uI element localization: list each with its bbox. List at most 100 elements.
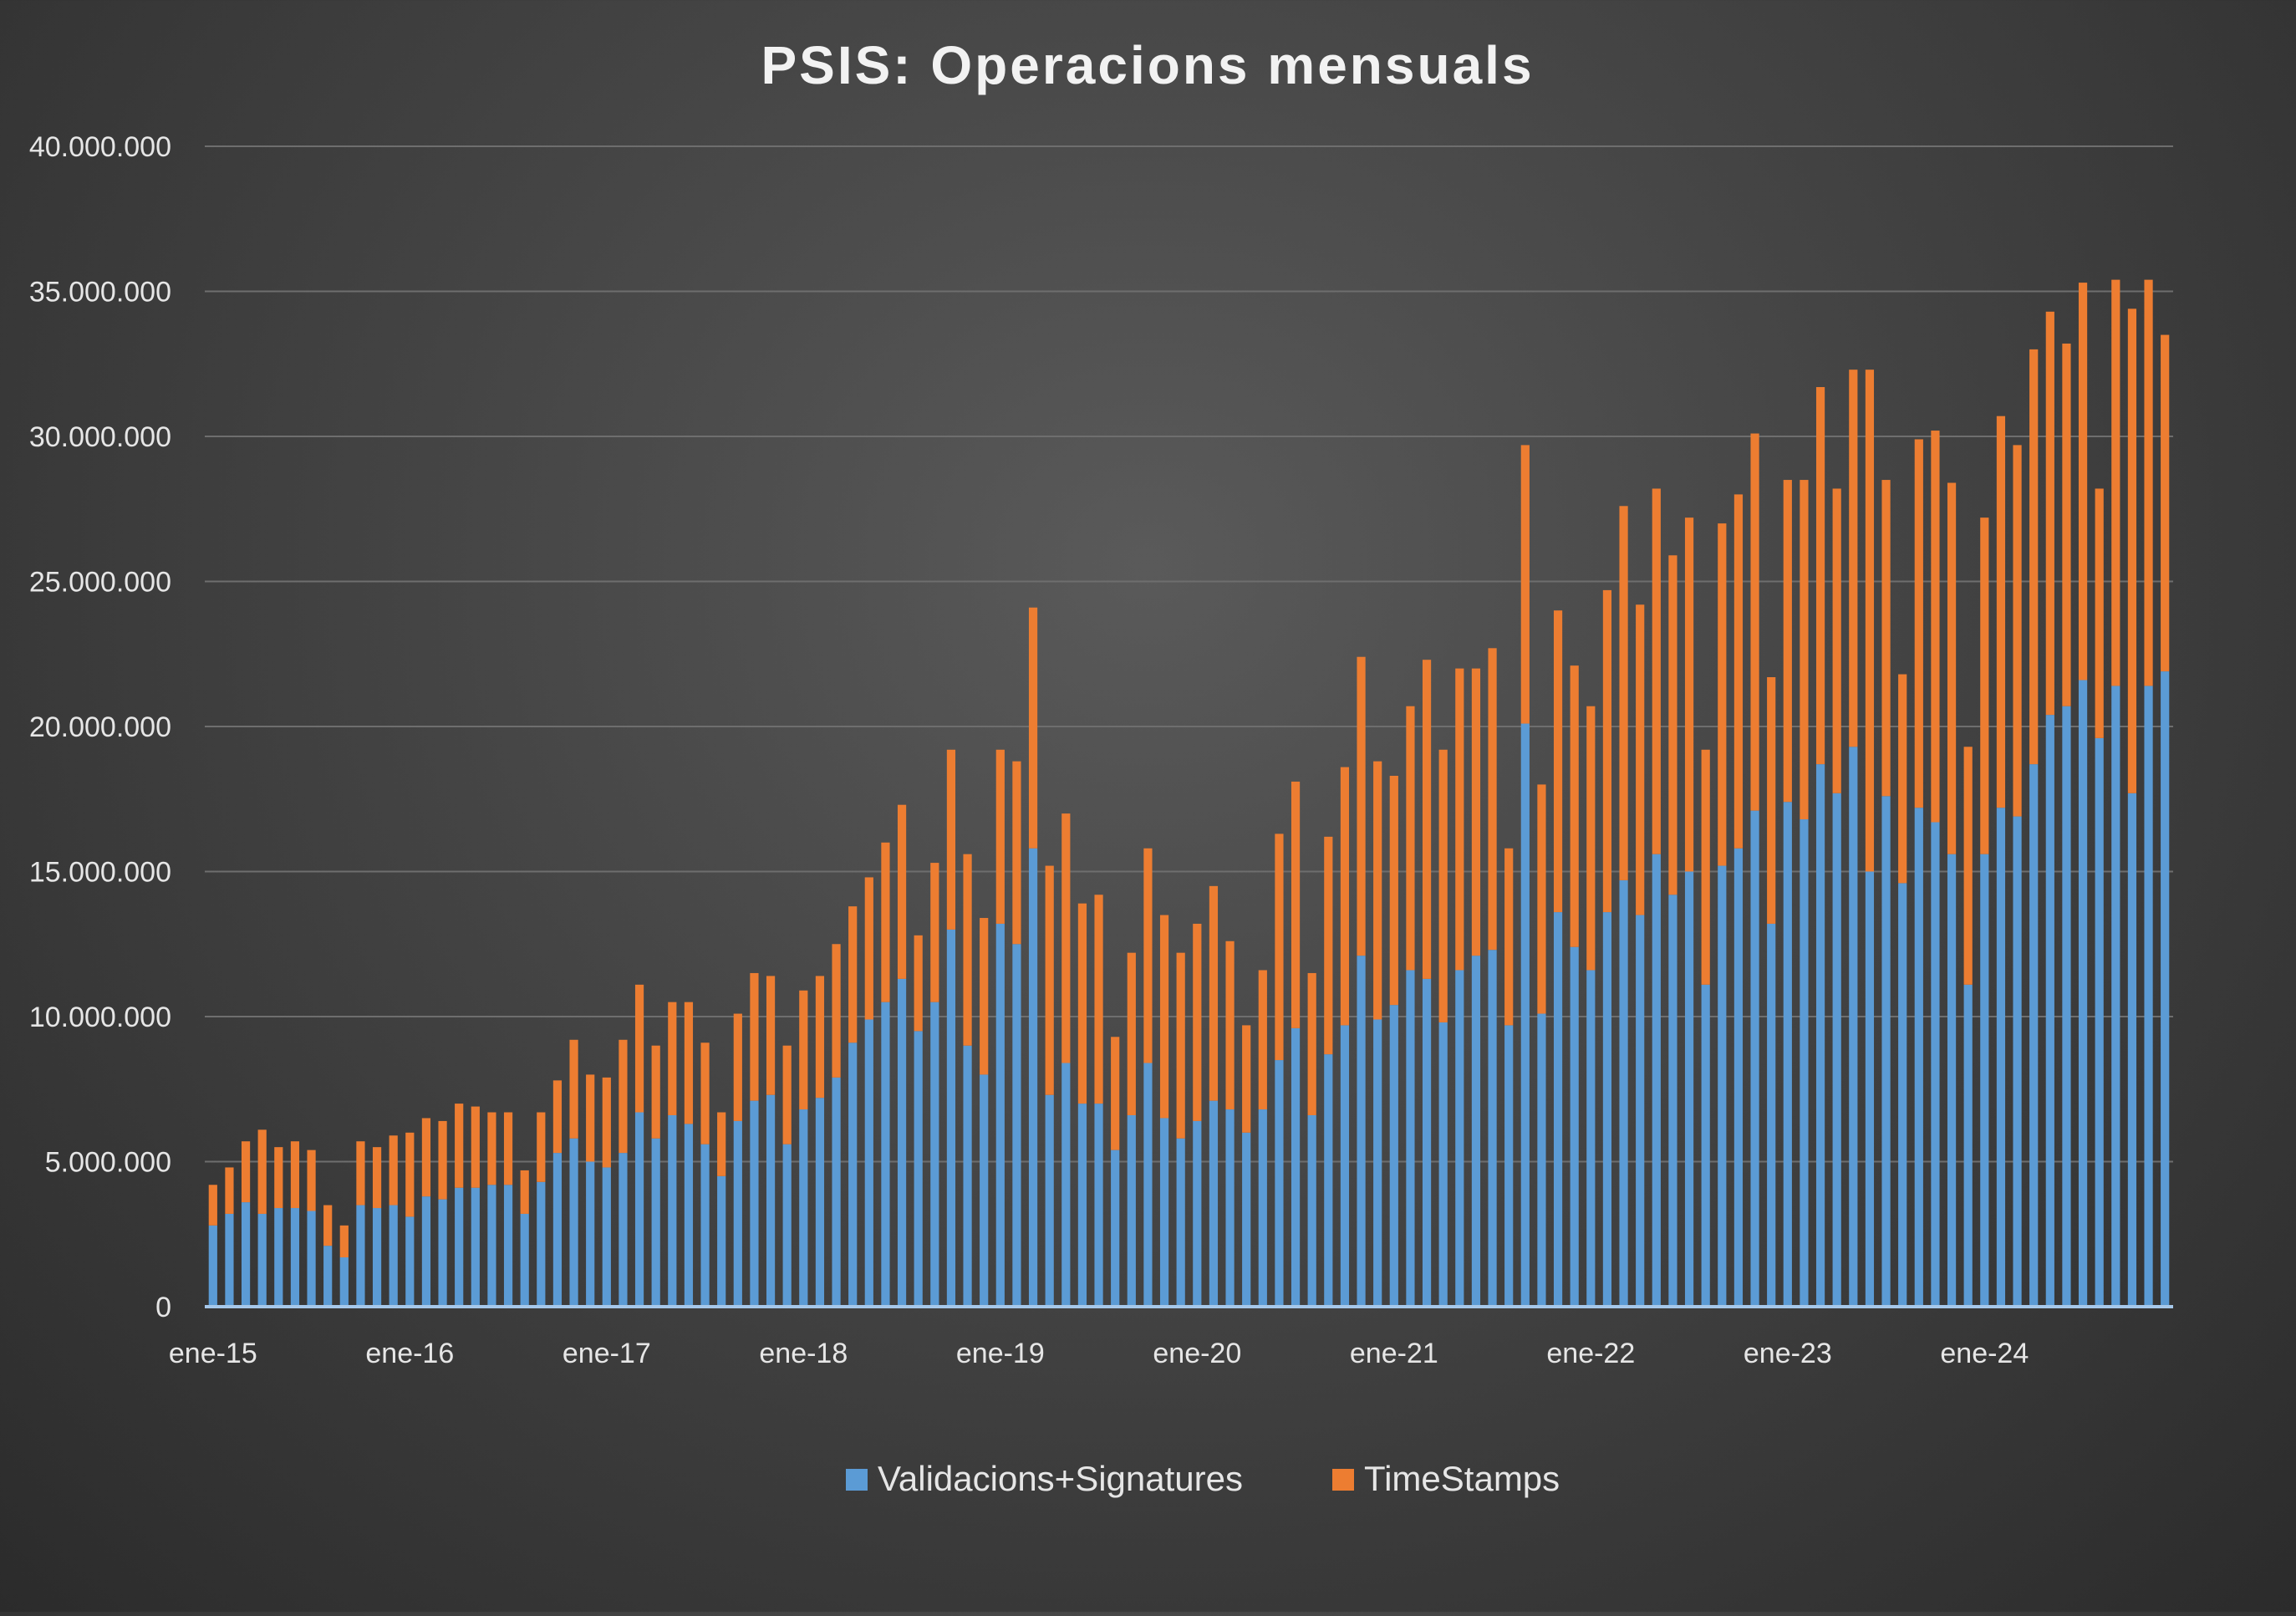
legend-item-validacions: Validacions+Signatures (846, 1459, 1243, 1498)
bar-validacions (864, 1019, 873, 1307)
bar-timestamps (241, 1141, 251, 1203)
bar-timestamps (1324, 836, 1333, 1055)
bar-timestamps (1488, 648, 1497, 951)
bar-validacions (1012, 944, 1021, 1307)
bar-timestamps (651, 1045, 660, 1139)
bar-timestamps (1422, 660, 1432, 979)
bar-timestamps (1865, 370, 1875, 872)
bar-validacions (2045, 715, 2054, 1307)
bar-validacions (750, 1100, 759, 1307)
bar-validacions (307, 1211, 316, 1307)
x-tick-label: ene-23 (1744, 1338, 1832, 1369)
bar-timestamps (487, 1112, 496, 1185)
bar-validacions (733, 1120, 742, 1307)
x-tick-label: ene-15 (169, 1338, 257, 1369)
bar-timestamps (1357, 656, 1366, 956)
bar-validacions (1357, 956, 1366, 1307)
bar-timestamps (1143, 848, 1153, 1063)
bar-timestamps (980, 918, 989, 1075)
y-axis-tick-labels: 0 5.000.000 10.000.000 15.000.000 20.000.000… (29, 131, 171, 1323)
bar-timestamps (274, 1147, 283, 1209)
bar-timestamps (1783, 480, 1792, 803)
bar-timestamps (552, 1080, 563, 1154)
bar-timestamps (389, 1135, 398, 1206)
bar-timestamps (1028, 607, 1038, 849)
bar-timestamps (2062, 343, 2071, 706)
bar-validacions (1143, 1063, 1153, 1307)
bar-validacions (2078, 680, 2088, 1307)
bar-validacions (1668, 895, 1677, 1307)
y-tick-label: 40.000.000 (29, 131, 171, 163)
bar-validacions (1980, 854, 1989, 1307)
bar-validacions (1849, 747, 1858, 1307)
bar-validacions (2111, 686, 2120, 1307)
bar-validacions (503, 1185, 513, 1307)
bar-validacions (1324, 1054, 1333, 1307)
bar-validacions (552, 1153, 563, 1307)
bar-timestamps (1733, 494, 1744, 849)
bar-timestamps (634, 984, 644, 1113)
bar-timestamps (1061, 813, 1071, 1063)
bar-timestamps (1619, 506, 1628, 880)
bar-validacions (2013, 816, 2022, 1307)
bar-timestamps (1767, 677, 1776, 924)
bar-validacions (766, 1094, 776, 1307)
bars (208, 279, 2170, 1307)
bar-timestamps (1111, 1037, 1120, 1150)
bar-timestamps (1127, 952, 1136, 1115)
bar-validacions (1176, 1138, 1185, 1307)
bar-timestamps (1291, 781, 1301, 1028)
bar-validacions (634, 1112, 644, 1307)
bar-timestamps (1406, 706, 1415, 971)
bar-timestamps (1012, 761, 1021, 945)
bar-timestamps (1077, 903, 1087, 1104)
bar-timestamps (372, 1147, 382, 1209)
bar-validacions (1225, 1109, 1235, 1307)
bar-validacions (1636, 915, 1645, 1307)
bar-timestamps (684, 1002, 694, 1124)
bar-timestamps (455, 1104, 464, 1188)
bar-timestamps (2078, 283, 2088, 681)
bar-validacions (1718, 865, 1727, 1307)
bar-validacions (455, 1187, 464, 1307)
bar-timestamps (307, 1150, 316, 1211)
bar-timestamps (1914, 439, 1923, 808)
bar-timestamps (1504, 848, 1514, 1026)
bar-validacions (1438, 1022, 1448, 1307)
bar-timestamps (2111, 279, 2120, 686)
bar-timestamps (1553, 610, 1563, 913)
bar-timestamps (1340, 767, 1350, 1026)
legend-swatch (1332, 1469, 1354, 1491)
bar-timestamps (2095, 488, 2104, 738)
bar-validacions (602, 1167, 611, 1307)
bar-timestamps (1471, 668, 1481, 956)
bar-validacions (2095, 737, 2104, 1307)
bar-timestamps (356, 1141, 365, 1206)
bar-validacions (1159, 1118, 1169, 1307)
bar-timestamps (1537, 784, 1546, 1014)
x-tick-label: ene-18 (759, 1338, 848, 1369)
bar-timestamps (619, 1039, 628, 1154)
y-tick-label: 10.000.000 (29, 1002, 171, 1033)
bar-timestamps (1881, 480, 1891, 797)
x-tick-label: ene-24 (1940, 1338, 2029, 1369)
bar-validacions (1455, 970, 1464, 1307)
bar-validacions (290, 1208, 300, 1307)
bar-timestamps (1242, 1025, 1251, 1133)
bar-validacions (257, 1213, 267, 1307)
bar-timestamps (897, 804, 907, 979)
bar-timestamps (1832, 488, 1841, 793)
bar-timestamps (1800, 480, 1809, 820)
bar-timestamps (405, 1132, 415, 1217)
bar-validacions (520, 1213, 529, 1307)
bar-timestamps (1750, 433, 1759, 811)
bar-timestamps (2127, 308, 2137, 793)
bar-timestamps (782, 1045, 792, 1144)
bar-timestamps (1176, 952, 1185, 1139)
bar-validacions (1619, 879, 1628, 1307)
bar-validacions (1931, 822, 1940, 1307)
bar-timestamps (1668, 555, 1677, 895)
bar-timestamps (225, 1167, 234, 1214)
bar-timestamps (1718, 523, 1727, 866)
